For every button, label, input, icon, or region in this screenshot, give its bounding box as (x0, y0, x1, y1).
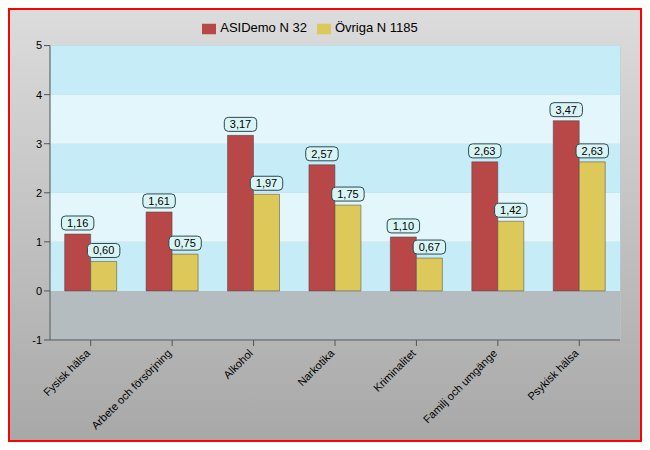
svg-text:1,42: 1,42 (500, 204, 521, 216)
svg-text:Alkohol: Alkohol (221, 347, 255, 381)
html-text:Övriga N 1185: Övriga N 1185 (334, 20, 418, 35)
svg-text:Arbete och försörjning: Arbete och försörjning (89, 347, 174, 432)
svg-text:1,16: 1,16 (67, 217, 88, 229)
svg-text:0,75: 0,75 (174, 237, 195, 249)
svg-text:3,17: 3,17 (230, 118, 251, 130)
svg-text:2,63: 2,63 (474, 145, 495, 157)
svg-text:0,67: 0,67 (419, 241, 440, 253)
svg-text:4: 4 (36, 89, 42, 101)
svg-text:0,60: 0,60 (93, 244, 114, 256)
svg-text:Fysisk hälsa: Fysisk hälsa (41, 346, 93, 398)
svg-text:5: 5 (36, 39, 42, 51)
svg-text:3: 3 (36, 138, 42, 150)
svg-text:Kriminalitet: Kriminalitet (371, 347, 418, 394)
svg-text:Narkotika: Narkotika (295, 346, 337, 388)
svg-text:1,10: 1,10 (393, 220, 414, 232)
html-text:ASIDemo N 32: ASIDemo N 32 (220, 20, 307, 35)
svg-text:-1: -1 (32, 334, 42, 346)
svg-text:3,47: 3,47 (556, 104, 577, 116)
svg-text:Familj och umgänge: Familj och umgänge (421, 347, 500, 426)
svg-text:0: 0 (36, 285, 42, 297)
svg-text:2,57: 2,57 (311, 148, 332, 160)
svg-text:1,75: 1,75 (337, 188, 358, 200)
svg-text:1,97: 1,97 (256, 177, 277, 189)
svg-text:1: 1 (36, 236, 42, 248)
svg-text:Psykisk hälsa: Psykisk hälsa (525, 346, 581, 402)
svg-text:2: 2 (36, 187, 42, 199)
svg-text:1,61: 1,61 (148, 195, 169, 207)
svg-text:2,63: 2,63 (582, 145, 603, 157)
